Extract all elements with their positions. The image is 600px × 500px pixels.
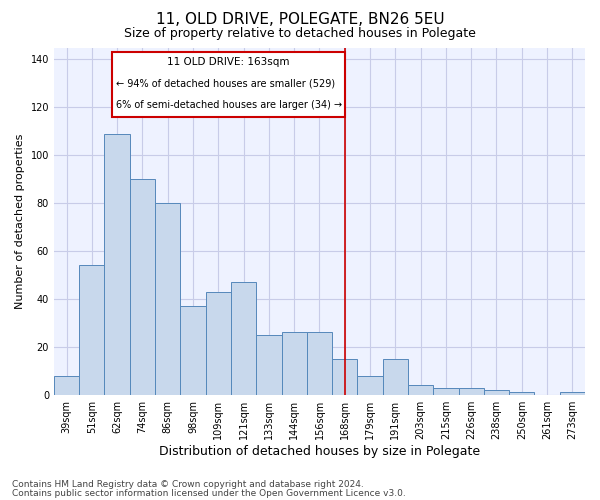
- Text: Contains HM Land Registry data © Crown copyright and database right 2024.: Contains HM Land Registry data © Crown c…: [12, 480, 364, 489]
- Bar: [307, 332, 332, 394]
- Text: Size of property relative to detached houses in Polegate: Size of property relative to detached ho…: [124, 28, 476, 40]
- Bar: [155, 203, 181, 394]
- Bar: [458, 388, 484, 394]
- Text: Contains public sector information licensed under the Open Government Licence v3: Contains public sector information licen…: [12, 488, 406, 498]
- Bar: [231, 282, 256, 395]
- Text: 11 OLD DRIVE: 163sqm: 11 OLD DRIVE: 163sqm: [167, 57, 290, 67]
- Bar: [130, 179, 155, 394]
- Bar: [79, 266, 104, 394]
- Text: 11, OLD DRIVE, POLEGATE, BN26 5EU: 11, OLD DRIVE, POLEGATE, BN26 5EU: [155, 12, 445, 28]
- Bar: [256, 335, 281, 394]
- Bar: [509, 392, 535, 394]
- Bar: [104, 134, 130, 394]
- Bar: [560, 392, 585, 394]
- Bar: [332, 359, 358, 394]
- Bar: [181, 306, 206, 394]
- Bar: [206, 292, 231, 395]
- Bar: [433, 388, 458, 394]
- Text: 6% of semi-detached houses are larger (34) →: 6% of semi-detached houses are larger (3…: [116, 100, 342, 110]
- X-axis label: Distribution of detached houses by size in Polegate: Distribution of detached houses by size …: [159, 444, 480, 458]
- Bar: [383, 359, 408, 394]
- Bar: [281, 332, 307, 394]
- Y-axis label: Number of detached properties: Number of detached properties: [15, 134, 25, 309]
- Bar: [358, 376, 383, 394]
- Bar: [112, 52, 345, 117]
- Bar: [408, 385, 433, 394]
- Bar: [54, 376, 79, 394]
- Text: ← 94% of detached houses are smaller (529): ← 94% of detached houses are smaller (52…: [116, 78, 335, 88]
- Bar: [484, 390, 509, 394]
